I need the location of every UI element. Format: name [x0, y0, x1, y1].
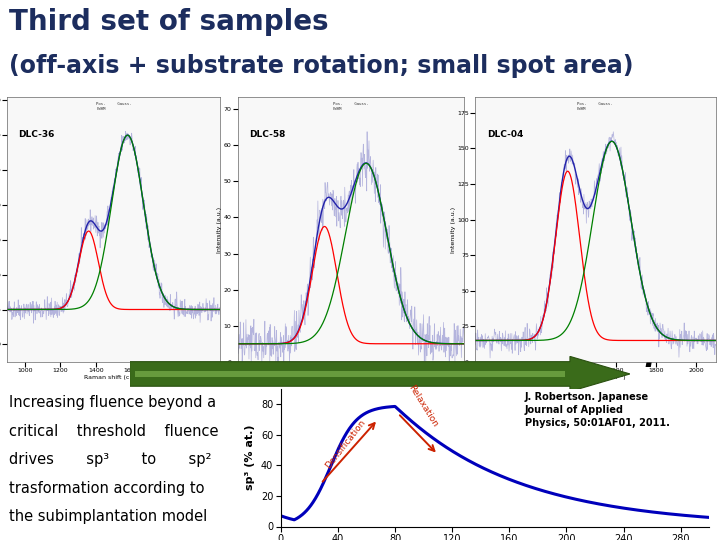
X-axis label: Raman shift (cm⁻¹): Raman shift (cm⁻¹) — [84, 374, 143, 381]
X-axis label: Raman shift (cm⁻¹): Raman shift (cm⁻¹) — [321, 374, 381, 381]
Text: (off-axis + substrate rotation; small spot area): (off-axis + substrate rotation; small sp… — [9, 54, 634, 78]
Text: DLC-58: DLC-58 — [249, 130, 285, 139]
Text: critical    threshold    fluence: critical threshold fluence — [9, 424, 219, 439]
Text: Relaxation: Relaxation — [407, 383, 439, 429]
Polygon shape — [130, 356, 630, 392]
Y-axis label: Intensity (a.u.): Intensity (a.u.) — [451, 206, 456, 253]
Y-axis label: sp³ (% at.): sp³ (% at.) — [246, 425, 255, 490]
Y-axis label: Intensity (a.u.): Intensity (a.u.) — [217, 206, 222, 253]
Polygon shape — [135, 371, 565, 377]
Text: Pos.     Gauss.
FWHM: Pos. Gauss. FWHM — [577, 103, 612, 111]
Text: drives       sp³       to       sp²: drives sp³ to sp² — [9, 452, 212, 467]
Text: Densification: Densification — [324, 418, 367, 470]
Text: J. Robertson. Japanese
Journal of Applied
Physics, 50:01AF01, 2011.: J. Robertson. Japanese Journal of Applie… — [525, 392, 670, 428]
Text: DLC-36: DLC-36 — [18, 130, 54, 139]
Text: Third set of samples: Third set of samples — [9, 8, 329, 36]
Text: trasformation according to: trasformation according to — [9, 481, 205, 496]
Text: DLC-04: DLC-04 — [487, 130, 523, 139]
X-axis label: Raman shift (cm⁻¹): Raman shift (cm⁻¹) — [566, 374, 626, 381]
Text: Pos.     Gauss.
FWHM: Pos. Gauss. FWHM — [96, 103, 132, 111]
Text: Increasing fluence beyond a: Increasing fluence beyond a — [9, 395, 217, 410]
Text: F: F — [644, 345, 663, 373]
Text: the subimplantation model: the subimplantation model — [9, 509, 207, 524]
Text: Pos.     Gauss.
FWHM: Pos. Gauss. FWHM — [333, 103, 369, 111]
